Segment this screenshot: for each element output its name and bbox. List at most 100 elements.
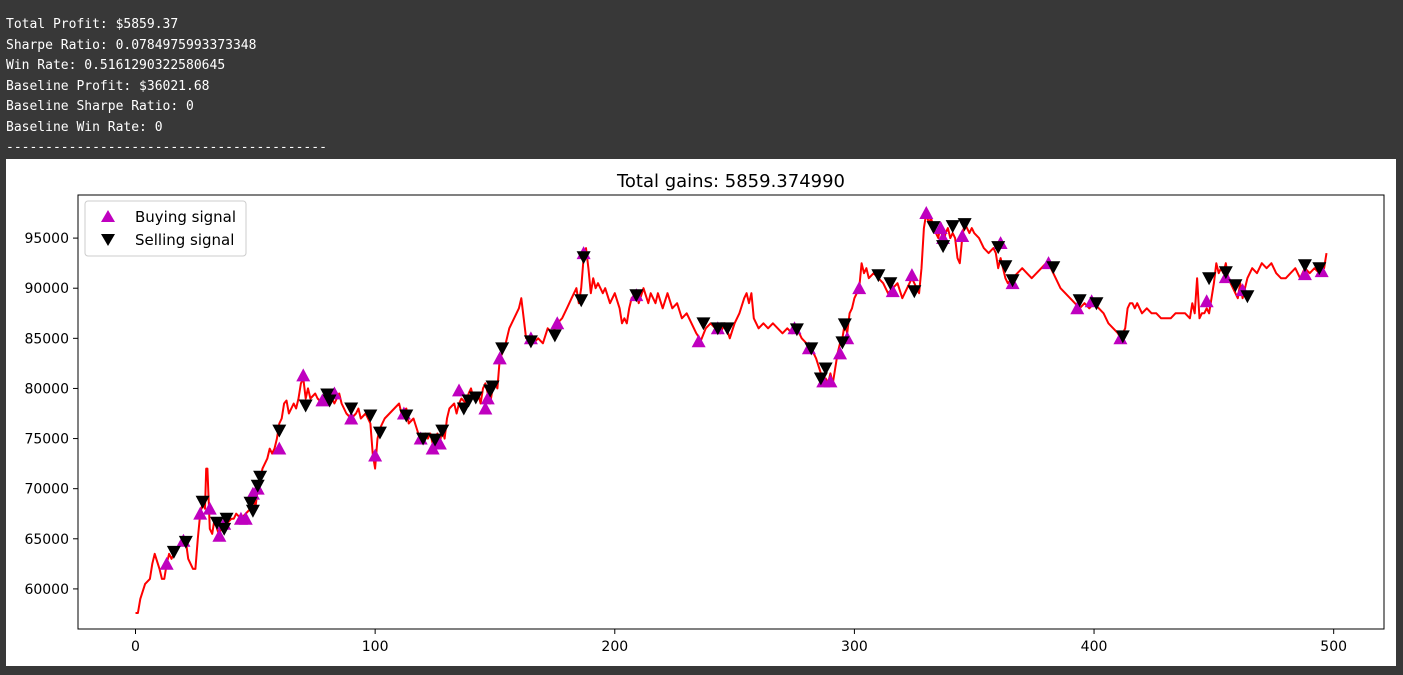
sell-signal-marker xyxy=(461,394,476,408)
sell-signal-marker xyxy=(998,260,1013,274)
sell-signal-marker xyxy=(576,251,591,265)
sell-signal-marker xyxy=(495,342,510,356)
sell-signal-marker xyxy=(166,545,181,559)
sell-signal-marker xyxy=(926,221,941,235)
buy-signal-marker xyxy=(691,334,706,348)
sell-signal-marker xyxy=(789,323,804,337)
sell-signal-marker xyxy=(720,322,735,336)
sell-signal-marker xyxy=(363,409,378,423)
sell-signal-marker xyxy=(907,285,922,299)
sell-signal-marker xyxy=(1072,294,1087,308)
sell-signal-marker xyxy=(1312,262,1327,276)
plot-frame xyxy=(77,194,1385,630)
sell-signal-marker xyxy=(428,433,443,447)
sell-signal-marker xyxy=(813,372,828,386)
buy-signal-marker xyxy=(212,528,227,542)
legend-sell-marker xyxy=(101,234,115,246)
sell-signal-marker xyxy=(399,409,414,423)
x-tick-label: 0 xyxy=(131,639,140,655)
y-tick-label: 60000 xyxy=(24,582,69,598)
sell-signal-marker xyxy=(217,522,232,536)
separator-line: ----------------------------------------… xyxy=(6,140,327,155)
buy-signal-marker xyxy=(492,351,507,365)
x-tick-label: 500 xyxy=(1320,639,1347,655)
sell-signal-marker xyxy=(574,294,589,308)
y-tick-label: 65000 xyxy=(24,532,69,548)
sell-signal-marker xyxy=(243,496,258,510)
y-tick-label: 90000 xyxy=(24,281,69,297)
buy-signal-marker xyxy=(833,346,848,360)
y-tick-label: 85000 xyxy=(24,331,69,347)
y-tick-label: 70000 xyxy=(24,482,69,498)
sell-signal-marker xyxy=(1046,261,1061,275)
sell-signal-marker xyxy=(696,317,711,331)
buy-signal-marker xyxy=(1070,301,1085,315)
buy-signal-marker xyxy=(955,229,970,243)
legend-box xyxy=(84,200,247,257)
sell-signal-marker xyxy=(835,336,850,350)
sell-signal-marker xyxy=(195,495,210,509)
sell-signal-marker xyxy=(871,269,886,283)
sell-signal-marker xyxy=(435,424,450,438)
sell-signal-marker xyxy=(253,470,268,484)
sell-signal-marker xyxy=(1202,272,1217,286)
sell-signal-marker xyxy=(344,402,359,416)
baseline-sharpe-line: Baseline Sharpe Ratio: 0 xyxy=(6,99,194,114)
buy-signal-marker xyxy=(452,383,467,397)
sell-signal-marker xyxy=(1297,259,1312,273)
x-tick-label: 400 xyxy=(1081,639,1108,655)
buy-signal-marker xyxy=(315,393,330,407)
buy-signal-marker xyxy=(344,411,359,425)
buy-signal-marker xyxy=(885,284,900,298)
sell-signal-marker xyxy=(710,322,725,336)
sell-signal-marker xyxy=(1005,274,1020,288)
buy-signal-marker xyxy=(478,401,493,415)
buy-signal-marker xyxy=(919,206,934,219)
buy-signal-marker xyxy=(480,391,495,405)
x-tick-label: 300 xyxy=(841,639,868,655)
plot-axes: 0 100 200 300 400 500 60000 65000 70000 75000 8000… xyxy=(24,194,1385,655)
buy-signal-marker xyxy=(425,441,440,455)
y-tick-label: 80000 xyxy=(24,381,69,397)
sell-signal-marker xyxy=(468,391,483,405)
sell-signal-marker xyxy=(818,362,833,376)
sell-signal-marker xyxy=(372,426,387,440)
buy-signal-marker xyxy=(1199,294,1214,308)
sell-signal-marker xyxy=(804,342,819,356)
buy-signal-marker xyxy=(202,501,217,515)
sell-signal-marker xyxy=(991,241,1006,255)
gains-chart: Total gains: 5859.374990 0 100 200 300 400 50… xyxy=(24,171,1385,655)
sell-signal-marker xyxy=(209,516,224,530)
buy-signal-marker xyxy=(193,506,208,520)
sell-signal-marker xyxy=(1240,290,1255,304)
sell-signal-marker xyxy=(837,318,852,332)
baseline-win-rate-line: Baseline Win Rate: 0 xyxy=(6,119,163,135)
sell-signal-marker xyxy=(298,399,313,413)
y-tick-label: 75000 xyxy=(24,432,69,448)
buy-signal-marker xyxy=(272,441,287,455)
buy-signal-marker xyxy=(296,368,311,382)
buy-signal-marker xyxy=(159,556,174,570)
win-rate-line: Win Rate: 0.5161290322580645 xyxy=(6,58,226,73)
y-tick-label: 95000 xyxy=(24,231,69,247)
chart-title: Total gains: 5859.374990 xyxy=(616,171,845,192)
sell-signal-marker xyxy=(485,380,500,394)
buy-signal-marker xyxy=(238,511,253,525)
buy-signal-marker xyxy=(823,374,838,388)
sell-signal-marker xyxy=(1115,330,1130,344)
sell-signal-marker xyxy=(1228,279,1243,293)
buy-signal-marker xyxy=(852,281,867,295)
sell-signal-marker xyxy=(1218,266,1233,280)
baseline-profit-line: Baseline Profit: $36021.68 xyxy=(6,78,210,94)
sell-signal-marker xyxy=(322,394,337,408)
sell-signal-marker xyxy=(456,402,471,416)
buy-signal-marker xyxy=(933,221,948,235)
sell-signal-marker xyxy=(219,512,234,526)
x-tick-label: 200 xyxy=(601,639,628,655)
signal-markers xyxy=(159,206,1329,570)
buy-signal-marker xyxy=(550,316,565,330)
total-profit-line: Total Profit: $5859.37 xyxy=(6,17,179,32)
legend-sell-label: Selling signal xyxy=(135,231,234,249)
buy-signal-marker xyxy=(904,268,919,282)
console-output: ----------------------------------------… xyxy=(0,0,1403,158)
